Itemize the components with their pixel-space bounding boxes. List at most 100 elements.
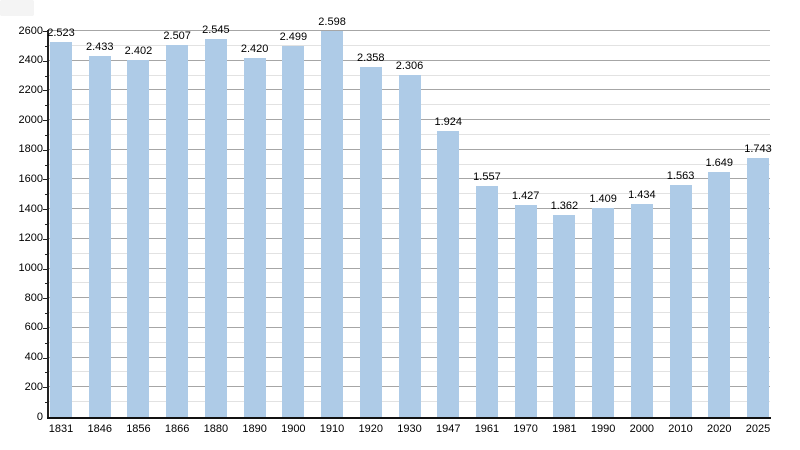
- bar-2000: [630, 204, 653, 417]
- y-axis-tick: [43, 120, 48, 122]
- bar-1981: [553, 214, 576, 417]
- y-axis-tick: [43, 268, 48, 270]
- bar-value-label: 2.545: [202, 24, 230, 37]
- bar-1910: [321, 31, 344, 417]
- y-axis-tick: [43, 327, 48, 329]
- bar-1880: [204, 39, 227, 417]
- y-axis-tick: [45, 45, 48, 47]
- y-axis-tick: [45, 75, 48, 77]
- corner-artifact: [0, 0, 34, 16]
- bar-1866: [166, 44, 189, 417]
- bar-value-label: 1.362: [550, 199, 579, 212]
- y-axis-tick: [43, 90, 48, 92]
- x-tick-label-1831: 1831: [48, 423, 74, 435]
- bar-2010: [669, 184, 692, 417]
- bar-value-label: 1.924: [434, 116, 462, 129]
- y-axis-tick: [45, 342, 48, 344]
- bar-value-label: 2.306: [395, 59, 424, 72]
- x-tick-label-1846: 1846: [87, 423, 112, 435]
- x-tick-label-2010: 2010: [668, 423, 693, 435]
- gridline-major: [49, 59, 770, 61]
- x-tick-label-1970: 1970: [513, 423, 538, 435]
- x-tick-label-2020: 2020: [707, 423, 732, 435]
- y-tick-label: 1600: [18, 172, 43, 185]
- y-axis-tick: [43, 357, 48, 359]
- y-tick-label: 600: [24, 321, 43, 334]
- y-tick-label: 200: [24, 380, 43, 393]
- bar-2020: [708, 172, 731, 417]
- y-tick-label: 1400: [18, 202, 43, 215]
- y-tick-label: 1000: [18, 262, 43, 275]
- bar-1900: [282, 46, 305, 417]
- bar-value-label: 1.434: [628, 189, 656, 202]
- y-tick-label: 2200: [18, 83, 43, 96]
- y-tick-label: 800: [24, 291, 43, 304]
- x-tick-label-1910: 1910: [319, 423, 345, 435]
- x-axis-line: [47, 417, 771, 419]
- bar-value-label: 2.523: [47, 27, 75, 40]
- y-axis-line: [47, 30, 49, 419]
- x-tick-label-2000: 2000: [629, 423, 655, 435]
- y-tick-label: 2600: [18, 24, 43, 37]
- y-axis-tick: [43, 179, 48, 181]
- y-tick-label: 400: [24, 351, 43, 364]
- y-axis-tick: [43, 149, 48, 151]
- bar-value-label: 2.433: [85, 40, 114, 53]
- gridline-major: [49, 30, 770, 31]
- y-axis-tick: [43, 238, 48, 240]
- x-tick-label-1930: 1930: [397, 423, 422, 435]
- y-axis-tick: [43, 31, 48, 32]
- y-axis-tick: [45, 105, 48, 107]
- x-tick-label-1890: 1890: [242, 423, 267, 435]
- bar-value-label: 2.598: [318, 16, 346, 29]
- x-tick-label-1920: 1920: [358, 423, 383, 435]
- y-axis-tick: [45, 194, 48, 196]
- plot-area: 2.523 2.433 2.402 2.507 2.545 2.420 2.499 2.598…: [47, 16, 772, 417]
- bar-value-label: 2.358: [357, 51, 385, 64]
- bar-value-label: 2.499: [279, 31, 308, 43]
- y-tick-label: 2000: [18, 113, 43, 126]
- gridline-minor: [49, 44, 770, 46]
- bar-1930: [398, 74, 421, 417]
- y-axis-tick: [45, 283, 48, 285]
- bar-value-label: 2.507: [163, 29, 191, 42]
- bar-2025: [747, 158, 769, 417]
- y-tick-label: 1800: [18, 143, 43, 156]
- bar-1961: [475, 185, 498, 417]
- y-tick-label: 1200: [18, 232, 43, 245]
- bar-value-label: 1.743: [744, 143, 772, 156]
- y-axis-tick: [43, 209, 48, 211]
- x-tick-label-1981: 1981: [552, 423, 577, 435]
- y-axis-tick: [43, 60, 48, 62]
- y-axis-tick: [45, 313, 48, 315]
- bar-value-label: 2.420: [240, 42, 269, 55]
- y-axis-tick: [43, 298, 48, 300]
- bar-value-label: 1.649: [705, 157, 734, 170]
- bar-1920: [359, 66, 382, 417]
- bar-value-label: 1.557: [473, 170, 501, 183]
- bar-1831: [50, 42, 72, 417]
- y-axis-tick: [43, 387, 48, 389]
- y-axis-tick: [45, 134, 48, 136]
- bar-1856: [127, 60, 150, 417]
- y-axis-tick: [45, 224, 48, 225]
- bar-value-label: 1.409: [589, 192, 617, 205]
- y-axis-tick: [45, 372, 48, 374]
- bar-1947: [437, 131, 460, 417]
- x-tick-label-1900: 1900: [281, 423, 306, 435]
- x-tick-label-1866: 1866: [164, 423, 190, 435]
- bar-1846: [88, 55, 111, 417]
- x-tick-label-1990: 1990: [590, 423, 616, 435]
- x-tick-label-1856: 1856: [126, 423, 151, 435]
- x-tick-label-2025: 2025: [745, 423, 771, 435]
- x-tick-label-1961: 1961: [474, 423, 500, 435]
- bar-1970: [514, 205, 537, 417]
- bar-1890: [243, 57, 266, 417]
- y-tick-label: 0: [36, 410, 43, 423]
- bar-value-label: 2.402: [124, 45, 153, 58]
- y-axis-tick: [45, 402, 48, 404]
- x-tick-label-1880: 1880: [203, 423, 229, 435]
- bar-value-label: 1.563: [666, 169, 695, 182]
- y-axis-tick: [45, 164, 48, 166]
